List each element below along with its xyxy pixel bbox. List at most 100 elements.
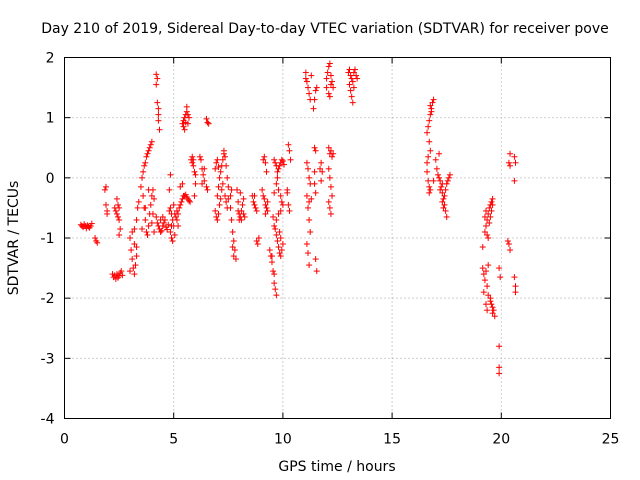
data-point: [433, 165, 440, 172]
data-point: [225, 195, 232, 202]
data-point: [445, 174, 452, 181]
data-point: [279, 241, 286, 248]
data-point: [251, 192, 258, 199]
data-point: [303, 78, 310, 85]
data-point: [325, 144, 332, 151]
data-point: [317, 165, 324, 172]
data-point: [263, 204, 270, 211]
data-point: [153, 71, 160, 78]
data-point: [157, 228, 164, 235]
x-tick-label: 5: [169, 432, 178, 448]
data-points: [77, 60, 519, 377]
data-point: [250, 198, 257, 205]
data-point: [212, 165, 219, 172]
data-point: [273, 231, 280, 238]
data-point: [305, 204, 312, 211]
data-point: [325, 198, 332, 205]
data-point: [254, 241, 261, 248]
data-point: [442, 186, 449, 193]
data-point: [489, 310, 496, 317]
data-point: [270, 268, 277, 275]
data-point: [229, 228, 236, 235]
data-point: [166, 186, 173, 193]
data-point: [178, 198, 185, 205]
data-point: [176, 204, 183, 211]
data-point: [303, 241, 310, 248]
data-point: [507, 247, 514, 254]
data-point: [199, 180, 206, 187]
data-point: [232, 256, 239, 263]
data-point: [88, 220, 95, 227]
data-point: [505, 241, 512, 248]
data-point: [154, 219, 161, 226]
data-point: [219, 180, 226, 187]
y-tick-label: -3: [41, 351, 55, 367]
data-point: [217, 168, 224, 175]
data-point: [306, 262, 313, 269]
data-point: [112, 207, 119, 214]
data-point: [483, 207, 490, 214]
data-point: [436, 150, 443, 157]
data-point: [354, 75, 361, 82]
data-point: [286, 147, 293, 154]
data-point: [479, 265, 486, 272]
data-point: [349, 99, 356, 106]
data-point: [487, 298, 494, 305]
data-point: [252, 204, 259, 211]
data-point: [214, 216, 221, 223]
data-point: [116, 216, 123, 223]
data-point: [441, 201, 448, 208]
data-point: [483, 222, 490, 229]
data-point: [425, 177, 432, 184]
data-point: [167, 204, 174, 211]
data-point: [229, 244, 236, 251]
data-point: [485, 292, 492, 299]
data-point: [228, 186, 235, 193]
data-point: [142, 204, 149, 211]
data-point: [326, 93, 333, 100]
data-point: [139, 225, 146, 232]
data-point: [177, 183, 184, 190]
data-point: [271, 156, 278, 163]
data-point: [228, 216, 235, 223]
data-point: [168, 222, 175, 229]
data-point: [128, 247, 135, 254]
data-point: [266, 247, 273, 254]
data-point: [167, 171, 174, 178]
data-point: [350, 84, 357, 91]
data-point: [276, 228, 283, 235]
data-point: [425, 153, 432, 160]
data-point: [227, 204, 234, 211]
data-point: [274, 174, 281, 181]
data-point: [426, 189, 433, 196]
data-point: [144, 231, 151, 238]
data-point: [312, 87, 319, 94]
data-point: [135, 198, 142, 205]
data-point: [153, 81, 160, 88]
data-point: [330, 84, 337, 91]
data-point: [484, 231, 491, 238]
data-point: [286, 207, 293, 214]
data-point: [192, 180, 199, 187]
data-point: [263, 168, 270, 175]
data-point: [480, 289, 487, 296]
data-point: [203, 115, 210, 122]
data-point: [305, 84, 312, 91]
data-point: [271, 189, 278, 196]
data-point: [277, 253, 284, 260]
data-point: [179, 120, 186, 127]
data-point: [240, 210, 247, 217]
data-point: [215, 183, 222, 190]
data-point: [213, 159, 220, 166]
data-point: [151, 195, 158, 202]
data-point: [273, 180, 280, 187]
data-point: [218, 186, 225, 193]
data-point: [262, 201, 269, 208]
y-tick-label: 2: [46, 51, 55, 67]
data-point: [184, 111, 191, 118]
data-point: [144, 150, 151, 157]
data-point: [427, 147, 434, 154]
data-point: [155, 111, 162, 118]
data-point: [115, 201, 122, 208]
data-point: [276, 162, 283, 169]
